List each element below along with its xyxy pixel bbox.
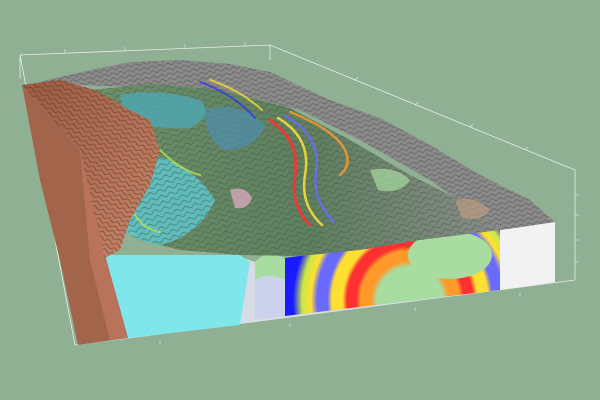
folded-strata-outcrop [134,79,349,233]
fold-core-section [408,231,492,279]
pink-patch [230,188,252,209]
tan-patch [455,198,490,219]
terrain-surface [22,60,555,258]
front-cross-section [80,150,500,340]
cyan-unit-section [105,255,250,338]
east-cross-section-face [500,222,555,290]
axis-ticks [64,42,579,344]
green-lens-outcrop [370,168,410,192]
green-lens-section [255,254,285,280]
brown-unit-section [80,150,128,340]
